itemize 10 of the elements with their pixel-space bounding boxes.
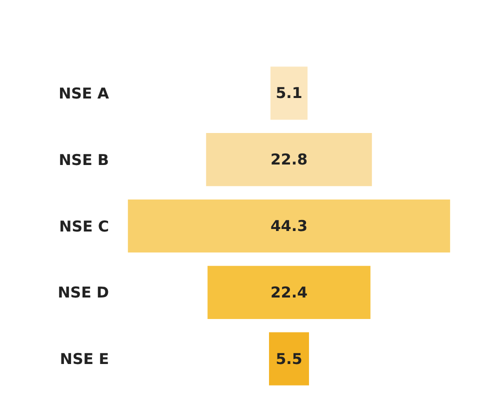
category-label: NSE B (58, 150, 109, 169)
data-label: 5.5 (276, 350, 302, 368)
category-label: NSE D (58, 284, 109, 302)
category-label: NSE E (60, 350, 109, 368)
data-label: 44.3 (270, 217, 308, 235)
data-label: 22.4 (270, 283, 308, 302)
category-label: NSE A (58, 84, 110, 102)
data-label: 5.1 (276, 84, 302, 102)
category-label: NSE C (59, 217, 109, 236)
data-label: 22.8 (270, 150, 308, 169)
